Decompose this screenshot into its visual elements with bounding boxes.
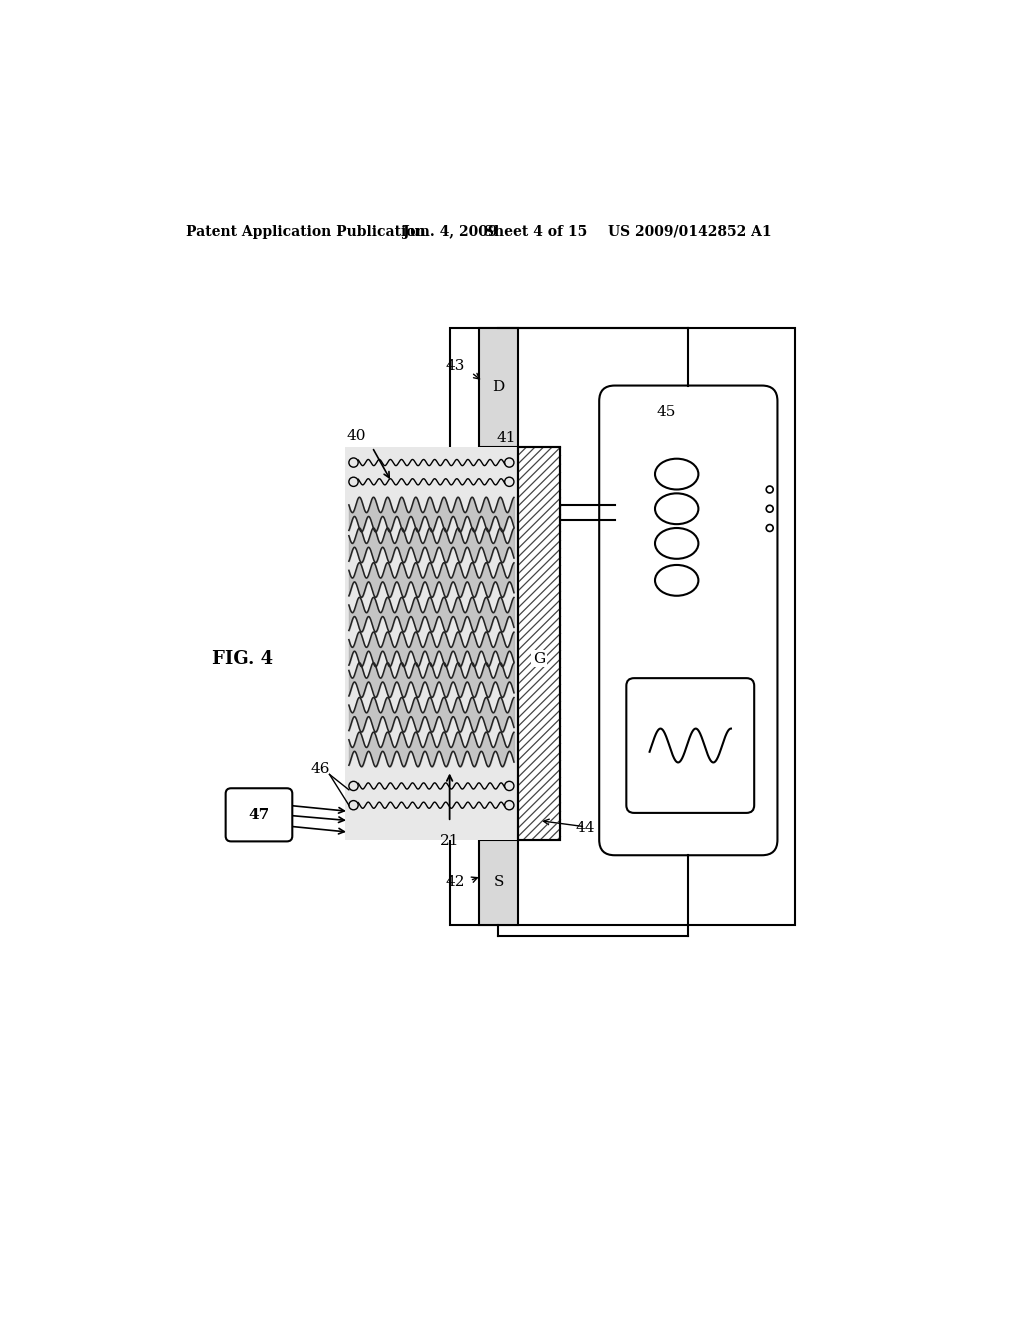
Text: 44: 44 bbox=[575, 821, 595, 836]
Bar bbox=[479, 840, 518, 924]
Text: 46: 46 bbox=[310, 762, 330, 776]
Text: Jun. 4, 2009: Jun. 4, 2009 bbox=[403, 224, 498, 239]
Bar bbox=[345, 447, 518, 840]
Bar bbox=[518, 447, 560, 840]
Text: US 2009/0142852 A1: US 2009/0142852 A1 bbox=[608, 224, 772, 239]
Text: 41: 41 bbox=[497, 430, 516, 445]
Text: 42: 42 bbox=[445, 875, 465, 890]
Text: D: D bbox=[493, 380, 505, 395]
FancyBboxPatch shape bbox=[225, 788, 292, 841]
Text: 21: 21 bbox=[440, 834, 460, 847]
Bar bbox=[479, 327, 518, 447]
Text: Patent Application Publication: Patent Application Publication bbox=[186, 224, 426, 239]
Text: G: G bbox=[534, 652, 545, 665]
Text: Sheet 4 of 15: Sheet 4 of 15 bbox=[484, 224, 588, 239]
Bar bbox=[450, 327, 795, 924]
Bar bbox=[518, 447, 560, 840]
FancyBboxPatch shape bbox=[599, 385, 777, 855]
Text: 45: 45 bbox=[657, 405, 676, 420]
Text: 43: 43 bbox=[445, 359, 465, 374]
Text: 40: 40 bbox=[347, 429, 367, 442]
Text: FIG. 4: FIG. 4 bbox=[212, 649, 272, 668]
Text: 47: 47 bbox=[249, 808, 269, 822]
Text: S: S bbox=[494, 875, 504, 890]
